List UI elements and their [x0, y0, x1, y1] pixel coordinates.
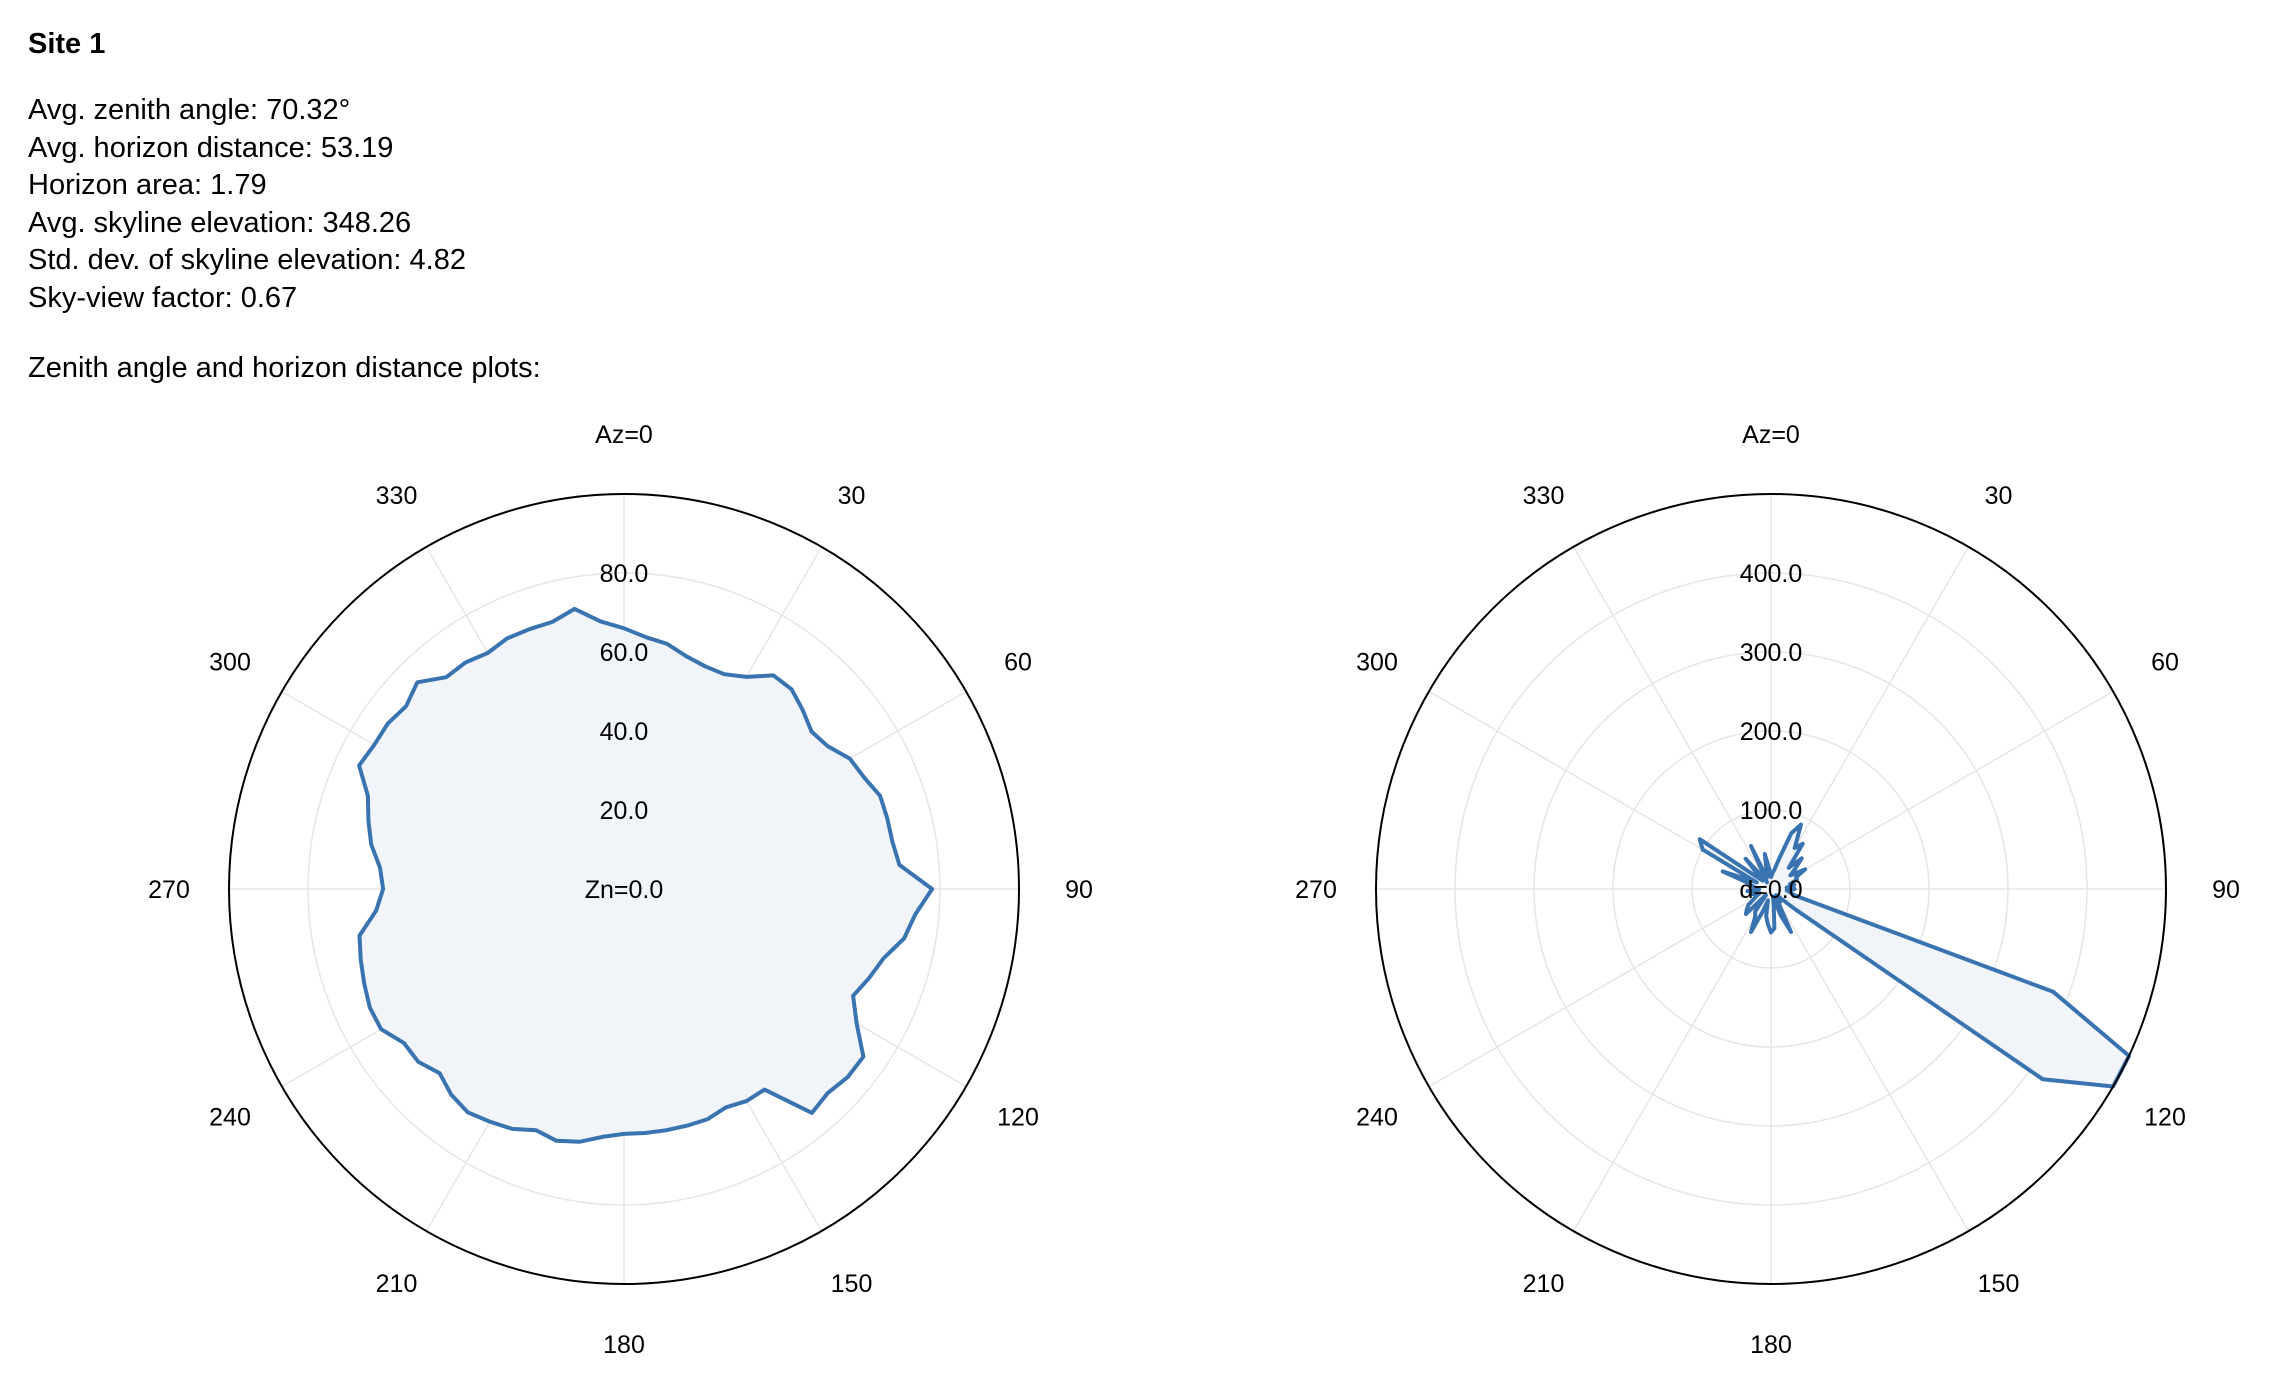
angular-tick-label: 60 [1004, 649, 1032, 677]
angular-tick-label: 30 [1985, 482, 2013, 510]
angular-tick-label: 150 [831, 1270, 873, 1298]
angular-tick-label: 60 [2151, 649, 2179, 677]
angular-tick-label: 330 [1523, 482, 1565, 510]
angular-tick-label: 90 [2212, 876, 2240, 904]
stat-std-skyline-elevation: Std. dev. of skyline elevation: 4.82 [28, 244, 466, 276]
stat-avg-zenith-angle: Avg. zenith angle: 70.32° [28, 94, 351, 126]
angular-tick-label: 210 [376, 1270, 418, 1298]
angular-tick-label: 90 [1065, 876, 1093, 904]
angular-tick-label: 300 [209, 649, 251, 677]
stat-horizon-area: Horizon area: 1.79 [28, 169, 267, 201]
zenith-angle-polar-chart: Zn=0.0 20.0 40.0 60.0 80.0 Az=0 30 60 90 120 150 18… [148, 421, 1093, 1359]
angular-tick-label: 270 [1295, 876, 1337, 904]
radial-tick-label: 20.0 [600, 797, 649, 825]
stat-avg-horizon-distance: Avg. horizon distance: 53.19 [28, 131, 394, 164]
polar-grid [1376, 494, 2166, 1284]
stats-list: Avg. zenith angle: 70.32° Avg. horizon d… [28, 92, 466, 317]
angular-tick-label: 120 [2144, 1104, 2186, 1132]
site-title: Site 1 [28, 28, 106, 60]
radial-tick-label: 400.0 [1740, 560, 1803, 588]
angular-tick-label: 300 [1356, 649, 1398, 677]
angular-grid-line [1770, 888, 1970, 1232]
radial-tick-label: 300.0 [1740, 639, 1803, 667]
angular-tick-label: 150 [1978, 1270, 2020, 1298]
angular-tick-label: Az=0 [1742, 421, 1800, 449]
angular-tick-label: 210 [1523, 1270, 1565, 1298]
angular-tick-label: 330 [376, 482, 418, 510]
outer-ring [228, 493, 1020, 1285]
angular-grid-line [1770, 546, 1970, 890]
radial-tick-label: 40.0 [600, 718, 649, 746]
angular-tick-label: 30 [838, 482, 866, 510]
horizon-distance-polar-chart: d=0.0 100.0 200.0 300.0 400.0 Az=0 30 60 90 120 15… [1295, 421, 2240, 1359]
radial-tick-label: 60.0 [600, 639, 649, 667]
angular-tick-label: 180 [603, 1331, 645, 1359]
angular-tick-label: 240 [209, 1104, 251, 1132]
outer-ring [1375, 493, 2167, 1285]
radial-tick-label: Zn=0.0 [585, 876, 664, 904]
radial-tick-label: 80.0 [600, 560, 649, 588]
angular-grid-line [1572, 546, 1772, 890]
stat-sky-view-factor: Sky-view factor: 0.67 [28, 281, 298, 314]
angular-tick-label: 120 [997, 1104, 1039, 1132]
angular-grid-line [1428, 888, 1772, 1088]
stat-avg-skyline-elevation: Avg. skyline elevation: 348.26 [28, 206, 412, 239]
angular-tick-label: 270 [148, 876, 190, 904]
radial-tick-label: 100.0 [1740, 797, 1803, 825]
angular-grid-line [1572, 888, 1772, 1232]
radial-tick-label: d=0.0 [1739, 876, 1802, 904]
plots-label: Zenith angle and horizon distance plots: [28, 352, 541, 384]
angular-grid-line [1770, 690, 2114, 890]
radial-tick-label: 200.0 [1740, 718, 1803, 746]
angular-tick-label: 240 [1356, 1104, 1398, 1132]
angular-tick-label: 180 [1750, 1331, 1792, 1359]
angular-tick-label: Az=0 [595, 421, 653, 449]
